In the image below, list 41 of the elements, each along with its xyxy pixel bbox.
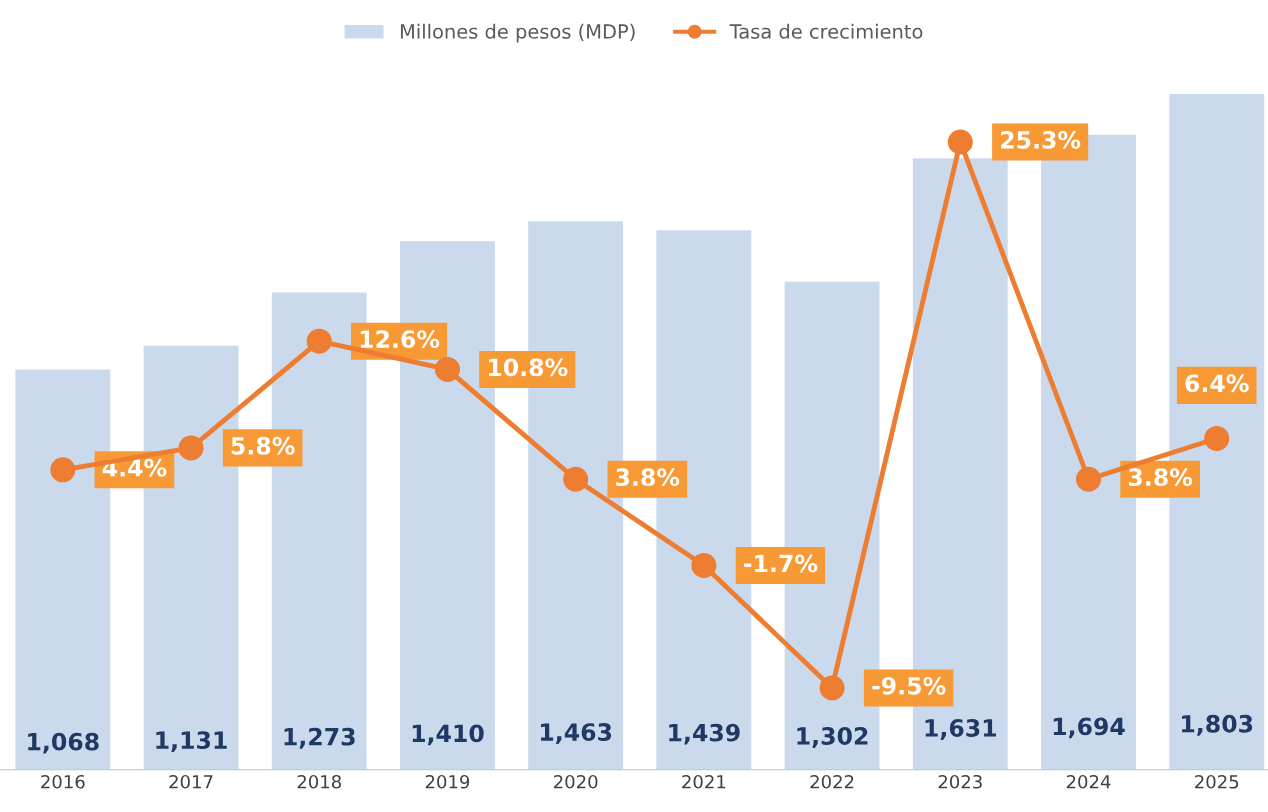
x-tick-label: 2021 — [682, 774, 726, 789]
point — [563, 466, 589, 492]
point — [691, 553, 717, 579]
x-tick-label: 2019 — [425, 774, 470, 789]
point — [50, 457, 76, 483]
data-label: 5.8% — [231, 436, 295, 455]
point — [1204, 425, 1230, 451]
point — [819, 675, 845, 701]
point — [434, 356, 460, 382]
point — [178, 435, 204, 461]
data-label: 1,410 — [412, 724, 484, 746]
point — [306, 328, 332, 354]
data-label: 1,302 — [797, 727, 868, 748]
data-label: 1,694 — [1053, 717, 1125, 739]
x-tick-label: 2024 — [1066, 774, 1111, 789]
x-tick-label: 2022 — [810, 774, 854, 789]
data-label: 1,803 — [1182, 714, 1253, 736]
data-label: -1.7% — [744, 554, 818, 573]
data-label: 12.6% — [360, 330, 440, 349]
data-label: 3.8% — [1128, 468, 1193, 487]
x-tick-label: 2025 — [1195, 774, 1239, 789]
data-label: 1,439 — [669, 723, 740, 745]
x-tick-label: 2017 — [169, 774, 213, 789]
point — [1076, 466, 1102, 492]
data-label: 10.8% — [489, 358, 568, 377]
point — [947, 129, 973, 155]
x-tick-label: 2023 — [938, 774, 982, 789]
data-label: -9.5% — [872, 676, 946, 695]
x-tick-label: 2020 — [554, 774, 598, 789]
data-label: 1,068 — [28, 732, 99, 754]
data-label: 25.3% — [1001, 130, 1081, 149]
x-tick-label: 2016 — [41, 774, 85, 789]
data-label: 1,131 — [156, 731, 227, 753]
data-label: 3.8% — [616, 468, 680, 487]
legend-label: Tasa de crecimiento — [729, 23, 923, 39]
data-label: 1,463 — [540, 723, 612, 744]
legend-label: Millones de pesos (MDP) — [400, 23, 635, 43]
x-tick-label: 2018 — [297, 774, 341, 789]
data-label: 1,273 — [284, 727, 355, 749]
data-label: 6.4% — [1185, 374, 1249, 393]
data-label: 1,631 — [925, 719, 997, 740]
